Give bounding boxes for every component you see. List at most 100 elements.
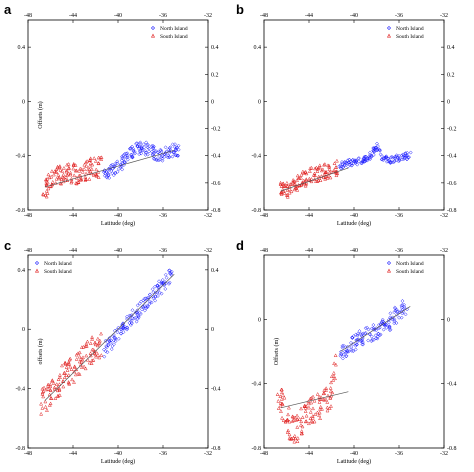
data-point — [402, 305, 407, 309]
data-point — [80, 169, 85, 174]
data-point — [334, 158, 339, 163]
legend-label: North Island — [396, 261, 424, 267]
data-point — [329, 374, 334, 379]
data-point — [280, 392, 285, 397]
data-point — [54, 382, 59, 386]
data-point — [81, 344, 86, 349]
data-point — [153, 149, 158, 153]
data-point — [295, 178, 299, 182]
data-point — [280, 415, 284, 420]
data-point — [54, 167, 59, 171]
data-point — [159, 291, 164, 296]
data-point — [118, 331, 123, 336]
data-point — [54, 170, 59, 174]
data-point — [313, 166, 317, 171]
data-point — [276, 398, 281, 403]
y-tick-label: -0.4 — [16, 154, 26, 160]
data-point — [57, 388, 62, 392]
x-tick-label: -36 — [159, 213, 167, 219]
data-point — [287, 432, 292, 437]
data-point — [151, 144, 156, 149]
data-point — [43, 399, 48, 404]
data-point — [77, 359, 82, 364]
legend: North Island South Island — [34, 260, 72, 275]
data-point — [172, 150, 176, 155]
x-tick-label-top: -44 — [69, 248, 77, 254]
data-point — [327, 167, 332, 172]
right-y-tick-label: -0.8 — [211, 208, 221, 214]
data-point — [400, 311, 405, 316]
data-point — [137, 152, 142, 157]
data-point — [102, 173, 107, 178]
data-point — [93, 159, 98, 163]
data-point — [85, 159, 90, 163]
data-point — [46, 172, 51, 177]
data-point — [138, 140, 143, 145]
data-point — [57, 165, 62, 169]
data-point — [136, 315, 141, 320]
data-point — [375, 147, 380, 152]
data-point — [49, 174, 54, 179]
data-point — [371, 337, 376, 342]
data-point — [295, 173, 300, 178]
data-point — [163, 272, 168, 277]
data-point — [292, 433, 297, 438]
data-point — [132, 316, 137, 321]
data-point — [111, 173, 116, 178]
data-point — [135, 303, 140, 308]
data-point — [344, 354, 349, 358]
y-axis-label: offsets (m) — [37, 338, 44, 364]
data-point — [39, 411, 44, 416]
data-point — [403, 151, 408, 156]
y-tick-label: 0 — [258, 99, 261, 105]
data-point — [297, 183, 302, 188]
data-point — [309, 179, 314, 184]
data-point — [299, 419, 304, 423]
x-tick-label: -48 — [260, 451, 268, 457]
series-north-island — [337, 141, 413, 171]
data-point — [143, 306, 148, 311]
data-point — [116, 325, 121, 330]
x-tick-label: -32 — [204, 213, 212, 219]
data-point — [169, 269, 174, 274]
data-point — [332, 374, 336, 378]
data-point — [317, 413, 321, 417]
data-point — [358, 339, 363, 344]
y-tick-label: -0.4 — [16, 387, 26, 393]
data-point — [66, 372, 71, 377]
data-point — [164, 149, 169, 154]
right-y-tick-label: 0 — [447, 317, 450, 323]
data-point — [329, 169, 334, 174]
x-tick-label-top: -44 — [305, 13, 313, 19]
data-point — [294, 185, 299, 190]
data-point — [55, 164, 60, 169]
data-point — [129, 318, 134, 323]
data-point — [162, 282, 167, 287]
x-tick-label-top: -40 — [350, 248, 358, 254]
data-point — [349, 345, 354, 350]
data-point — [79, 167, 84, 171]
data-point — [113, 339, 118, 343]
data-point — [116, 166, 121, 171]
data-point — [84, 160, 88, 164]
data-point — [155, 294, 160, 298]
legend-label: South Island — [160, 34, 188, 40]
x-tick-label: -32 — [440, 213, 448, 219]
data-point — [57, 382, 62, 386]
data-point — [134, 319, 139, 324]
data-point — [134, 141, 139, 146]
data-point — [62, 375, 67, 379]
x-tick-label-top: -48 — [260, 13, 268, 19]
data-point — [281, 418, 286, 422]
data-point — [334, 173, 339, 178]
data-point — [60, 363, 64, 368]
data-point — [141, 142, 146, 147]
data-point — [145, 295, 150, 300]
data-point — [88, 341, 93, 345]
data-point — [129, 152, 134, 157]
data-point — [66, 161, 71, 166]
x-tick-label: -32 — [440, 451, 448, 457]
panel-b: b -48 -48 -44 -44 -40 -40 -36 -36 -32 -32 0.4 0 -0.4 -… — [236, 2, 457, 227]
data-point — [279, 397, 284, 401]
data-point — [144, 140, 149, 145]
